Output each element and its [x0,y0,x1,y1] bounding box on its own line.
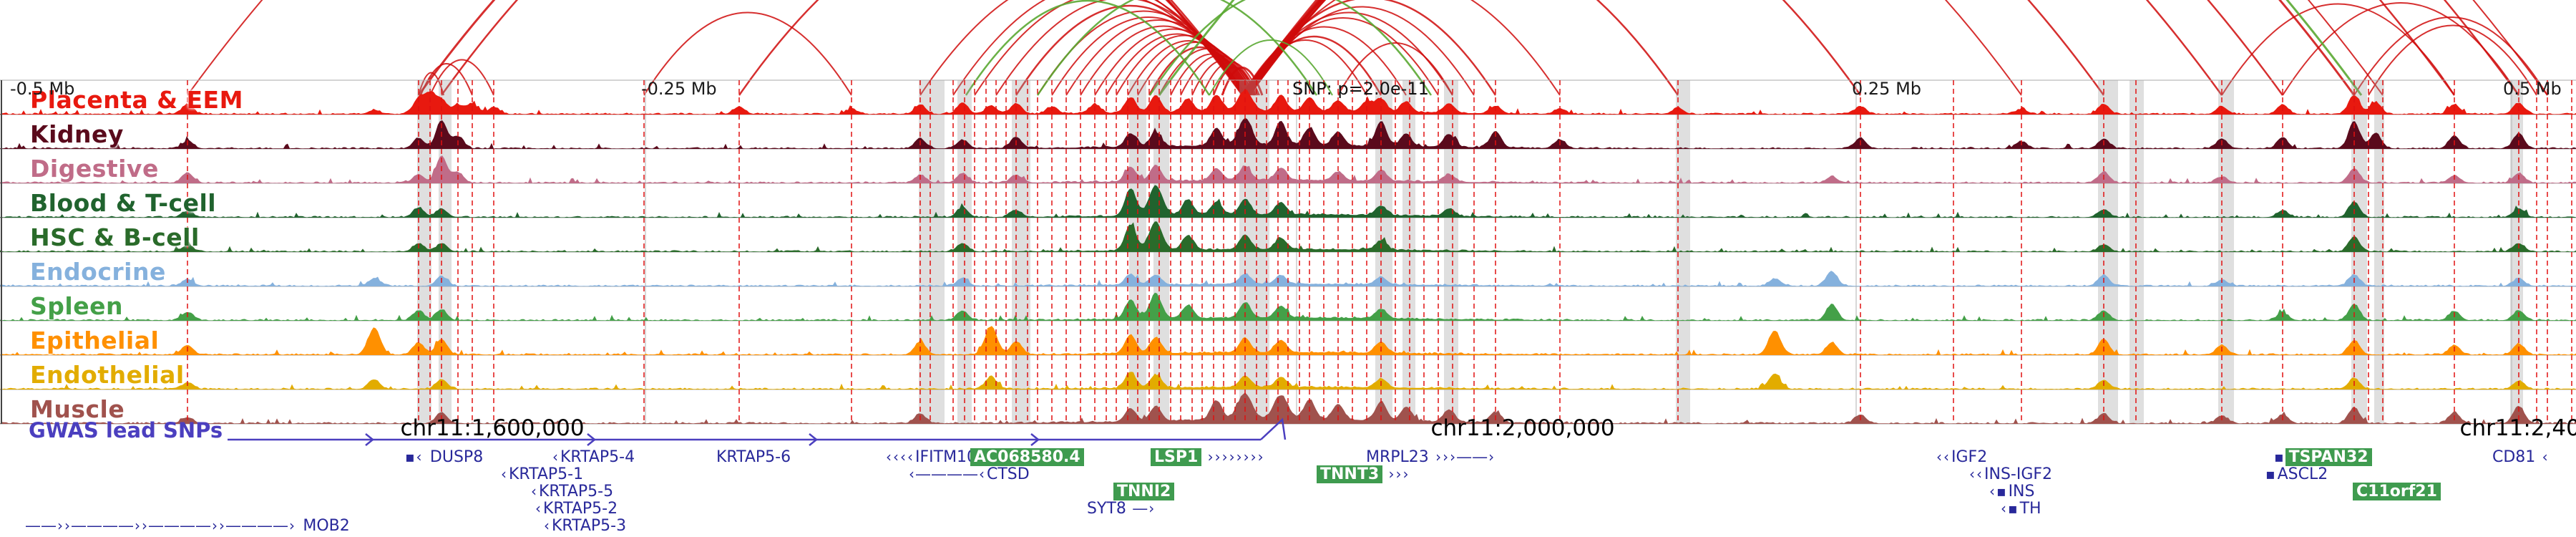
gene-mrpl23[interactable]: MRPL23 ›››――› [1366,448,1496,466]
gene-lsp1[interactable]: LSP1 ›››››››› [1151,448,1265,466]
gene-cd81[interactable]: CD81 ‹ [2492,448,2550,466]
gene-syt8[interactable]: SYT8 ―› [1087,500,1156,518]
gene-th[interactable]: ‹▪TH [2001,500,2041,518]
gene-c11orf21[interactable]: C11orf21 [2353,483,2441,500]
gene-ins-igf2[interactable]: ‹‹INS-IGF2 [1969,465,2053,483]
gene-ac068580.4[interactable]: AC068580.4 [970,448,1084,466]
gene-ins[interactable]: ‹▪INS [1989,483,2035,500]
gene-krtap5-4[interactable]: ‹KRTAP5-4 [552,448,635,466]
interaction-arcs-canvas[interactable] [0,0,2576,97]
gene-tnnt3[interactable]: TNNT3 ››› [1317,465,1410,483]
gene-krtap5-5[interactable]: ‹KRTAP5-5 [531,483,614,500]
gene-dusp8[interactable]: ▪‹ DUSP8 [405,448,484,466]
gene-igf2[interactable]: ‹‹IGF2 [1936,448,1988,466]
snp-pvalue-label: SNP: p=2.0e-11 [1292,79,1429,99]
gene-krtap5-2[interactable]: ‹KRTAP5-2 [535,500,618,518]
gene-ctsd[interactable]: ‹――――‹CTSD [909,465,1030,483]
gene-tspan32[interactable]: ▪ TSPAN32 [2274,448,2372,466]
gene-ascl2[interactable]: ▪ASCL2 [2265,465,2328,483]
gwas-lead-snps-label[interactable]: GWAS lead SNPs [29,418,223,442]
gene-krtap5-3[interactable]: ‹KRTAP5-3 [544,517,627,535]
gene-ifitm10[interactable]: ‹‹‹‹IFITM10 [886,448,977,466]
gwas-lead-snps-track[interactable] [0,414,2576,450]
gene-krtap5-6[interactable]: KRTAP5-6 [716,448,791,466]
gene-mob2[interactable]: ――››――――››――――››――――› MOB2 [26,517,350,535]
signal-tracks-canvas[interactable] [0,79,2576,427]
gene-krtap5-1[interactable]: ‹KRTAP5-1 [501,465,584,483]
gene-tnni2[interactable]: TNNI2 [1113,483,1175,500]
